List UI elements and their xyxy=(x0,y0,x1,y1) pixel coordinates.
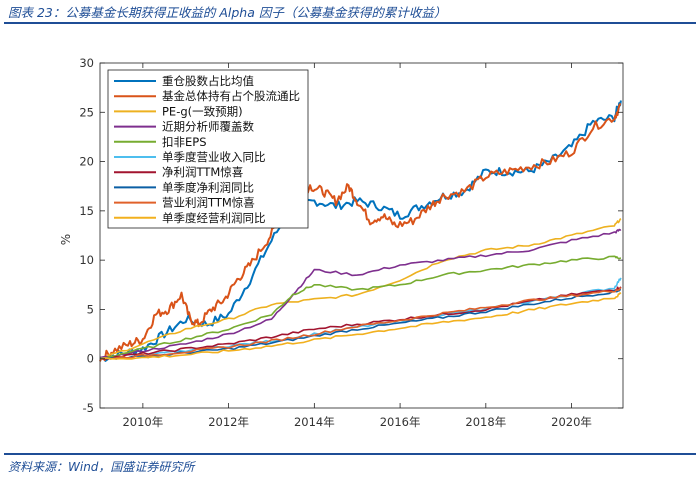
legend-label: 扣非EPS xyxy=(162,135,207,149)
legend-label: PE-g(一致预期) xyxy=(162,104,243,118)
y-tick-label: 20 xyxy=(79,155,94,169)
series-line-5 xyxy=(99,255,621,360)
x-tick-label: 2016年 xyxy=(380,415,421,429)
series-line-9 xyxy=(99,287,622,360)
series-line-6 xyxy=(99,277,622,360)
x-tick-label: 2014年 xyxy=(294,415,335,429)
legend-label: 重仓股数占比均值 xyxy=(162,74,254,88)
top-rule xyxy=(4,22,696,24)
x-tick-label: 2020年 xyxy=(551,415,592,429)
y-tick-label: 10 xyxy=(79,253,94,267)
legend-label: 单季度营业收入同比 xyxy=(162,150,266,164)
x-tick-label: 2010年 xyxy=(122,415,163,429)
x-tick-label: 2012年 xyxy=(208,415,249,429)
x-tick-label: 2018年 xyxy=(465,415,506,429)
legend-label: 近期分析师覆盖数 xyxy=(162,120,254,134)
plot-area xyxy=(99,100,622,362)
y-tick-label: 5 xyxy=(87,302,94,316)
legend-label: 基金总体持有占个股流通比 xyxy=(162,89,300,103)
series-line-2 xyxy=(99,103,622,362)
legend-label: 单季度经营利润同比 xyxy=(162,211,266,225)
y-tick-label: 0 xyxy=(87,352,94,366)
legend-label: 营业利润TTM惊喜 xyxy=(162,196,255,210)
series-line-4 xyxy=(99,228,622,359)
line-chart: -5 0 5 10 15 20 25 30 2010年 2012年 2014年 2016年 2018年 2… xyxy=(59,56,624,429)
y-tick-label: 15 xyxy=(79,204,94,218)
y-tick-label: -5 xyxy=(83,401,94,415)
y-tick-label: 25 xyxy=(79,105,94,119)
y-tick-label: 30 xyxy=(79,56,94,70)
bottom-rule xyxy=(4,453,696,455)
y-axis-label: % xyxy=(59,234,73,245)
figure-caption: 图表 23：公募基金长期获得正收益的 Alpha 因子（公募基金获得的累计收益） xyxy=(8,5,447,20)
series-line-10 xyxy=(99,292,622,360)
series-line-8 xyxy=(100,288,621,360)
axes: -5 0 5 10 15 20 25 30 2010年 2012年 2014年 2016年 2018年 2… xyxy=(59,56,624,429)
source-note: 资料来源：Wind，国盛证券研究所 xyxy=(8,460,195,474)
legend-label: 净利润TTM惊喜 xyxy=(162,165,243,179)
legend-label: 单季度净利润同比 xyxy=(162,180,254,194)
axes-box xyxy=(99,62,624,409)
